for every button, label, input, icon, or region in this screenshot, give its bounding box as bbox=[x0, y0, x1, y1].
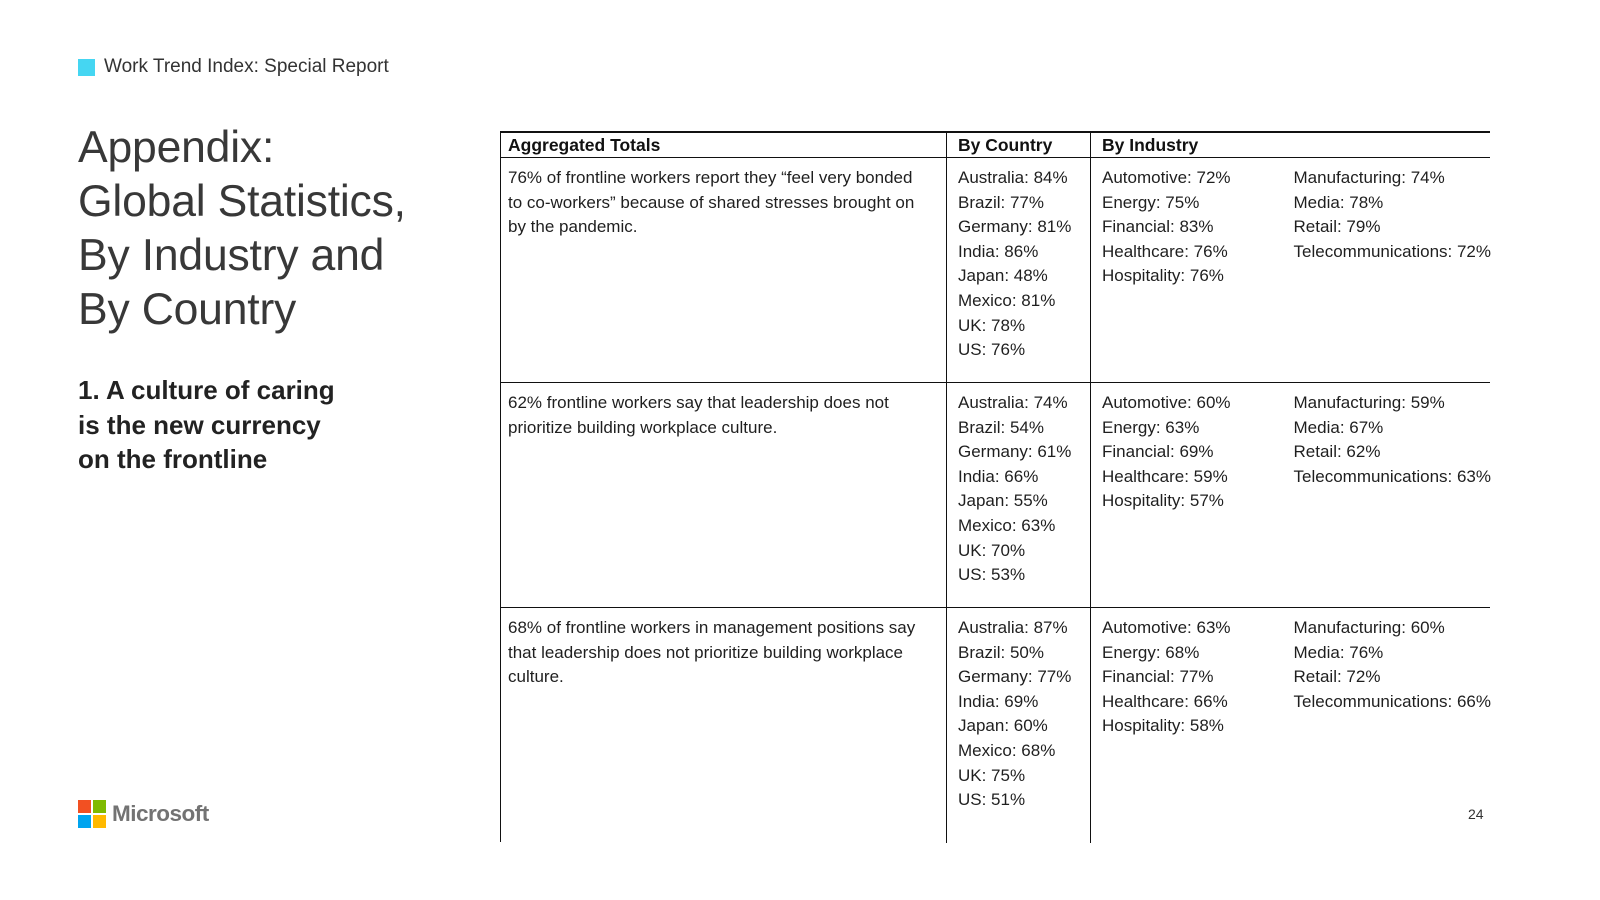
stat-line: Germany: 77% bbox=[958, 667, 1072, 687]
stat-line: Media: 67% bbox=[1293, 417, 1384, 437]
microsoft-logo-icon bbox=[78, 800, 106, 828]
aggregated-total-cell: 62% frontline workers say that leadershi… bbox=[501, 383, 947, 607]
table-row: 68% of frontline workers in management p… bbox=[501, 607, 1491, 843]
logo-square-green bbox=[93, 800, 106, 813]
stat-line: Retail: 79% bbox=[1293, 217, 1381, 237]
stat-line: Energy: 63% bbox=[1102, 417, 1200, 437]
stat-line: Hospitality: 76% bbox=[1102, 266, 1224, 286]
stat-line: Media: 76% bbox=[1293, 642, 1384, 662]
stat-line: US: 51% bbox=[958, 790, 1026, 810]
aggregated-total-text: 68% of frontline workers in management p… bbox=[508, 618, 916, 687]
stat-line: Telecommunications: 63% bbox=[1293, 466, 1491, 486]
stat-line: Australia: 74% bbox=[958, 393, 1068, 412]
stat-line: Germany: 81% bbox=[958, 217, 1072, 237]
stat-line: Hospitality: 58% bbox=[1102, 716, 1224, 736]
by-industry-cell: Automotive: 72% Energy: 75% Financial: 83%… bbox=[1091, 158, 1491, 382]
logo-square-red bbox=[78, 800, 91, 813]
col-header-by-industry: By Industry bbox=[1102, 134, 1199, 155]
by-industry-cell: Automotive: 60% Energy: 63% Financial: 69%… bbox=[1091, 383, 1491, 607]
stat-line: Hospitality: 57% bbox=[1102, 491, 1224, 511]
stat-line: Brazil: 50% bbox=[958, 642, 1044, 662]
stat-line: Automotive: 72% bbox=[1102, 168, 1231, 187]
table-row: 62% frontline workers say that leadershi… bbox=[501, 382, 1491, 607]
brand-square-icon bbox=[78, 58, 95, 76]
stat-line: Manufacturing: 74% bbox=[1293, 168, 1445, 187]
table-header-row: Aggregated Totals By Country By Industry bbox=[501, 133, 1490, 158]
stat-line: Energy: 75% bbox=[1102, 192, 1200, 212]
page-number: 24 bbox=[1468, 806, 1484, 822]
stat-line: UK: 78% bbox=[958, 315, 1026, 335]
stat-line: Energy: 68% bbox=[1102, 642, 1200, 662]
stat-line: Retail: 72% bbox=[1293, 667, 1381, 687]
stat-line: Automotive: 60% bbox=[1102, 393, 1231, 412]
report-brand: Work Trend Index: Special Report bbox=[78, 56, 389, 78]
stat-line: Japan: 55% bbox=[958, 491, 1048, 511]
stat-line: Japan: 60% bbox=[958, 716, 1048, 736]
logo-square-yellow bbox=[93, 815, 106, 828]
by-country-cell: Australia: 84% Brazil: 77% Germany: 81% Ind… bbox=[947, 158, 1091, 382]
stat-line: Financial: 83% bbox=[1102, 217, 1214, 237]
by-industry-col-1: Automotive: 60% Energy: 63% Financial: 69%… bbox=[1102, 391, 1294, 607]
brand-label: Work Trend Index: Special Report bbox=[104, 56, 389, 77]
page-subtitle: 1. A culture of caring is the new curren… bbox=[78, 375, 335, 474]
by-country-cell: Australia: 87% Brazil: 50% Germany: 77% Ind… bbox=[947, 608, 1091, 843]
table-row: 76% of frontline workers report they “fe… bbox=[501, 158, 1491, 382]
stat-line: US: 53% bbox=[958, 565, 1026, 585]
page-title: Appendix: Global Statistics, By Industry… bbox=[78, 123, 406, 334]
stat-line: Healthcare: 59% bbox=[1102, 466, 1228, 486]
aggregated-total-text: 62% frontline workers say that leadershi… bbox=[508, 393, 889, 437]
stat-line: Telecommunications: 72% bbox=[1293, 241, 1491, 261]
col-header-by-country: By Country bbox=[947, 133, 1091, 157]
stat-line: Telecommunications: 66% bbox=[1293, 691, 1491, 711]
stat-line: Financial: 77% bbox=[1102, 667, 1214, 687]
stat-line: Automotive: 63% bbox=[1102, 618, 1231, 637]
stat-line: Australia: 84% bbox=[958, 168, 1068, 187]
stat-line: India: 66% bbox=[958, 466, 1039, 486]
by-industry-col-2: Manufacturing: 59% Media: 67% Retail: 62% T… bbox=[1294, 391, 1491, 607]
stat-line: UK: 70% bbox=[958, 540, 1026, 560]
stat-line: India: 86% bbox=[958, 241, 1039, 261]
microsoft-wordmark: Microsoft bbox=[112, 801, 209, 826]
stat-line: Financial: 69% bbox=[1102, 442, 1214, 462]
stat-line: Brazil: 77% bbox=[958, 192, 1044, 212]
aggregated-total-cell: 68% of frontline workers in management p… bbox=[501, 608, 947, 843]
by-industry-cell: Automotive: 63% Energy: 68% Financial: 77%… bbox=[1091, 608, 1491, 843]
aggregated-total-cell: 76% of frontline workers report they “fe… bbox=[501, 158, 947, 382]
by-country-cell: Australia: 74% Brazil: 54% Germany: 61% Ind… bbox=[947, 383, 1091, 607]
by-industry-col-2: Manufacturing: 74% Media: 78% Retail: 79% T… bbox=[1294, 166, 1491, 382]
stat-line: Media: 78% bbox=[1293, 192, 1384, 212]
by-industry-col-2: Manufacturing: 60% Media: 76% Retail: 72% T… bbox=[1294, 616, 1491, 843]
stat-line: Healthcare: 66% bbox=[1102, 691, 1228, 711]
stat-line: Japan: 48% bbox=[958, 266, 1048, 286]
stat-line: US: 76% bbox=[958, 340, 1026, 360]
stat-line: Australia: 87% bbox=[958, 618, 1068, 637]
stat-line: Manufacturing: 59% bbox=[1293, 393, 1445, 412]
microsoft-logo: Microsoft bbox=[78, 800, 209, 828]
statistics-table: Aggregated Totals By Country By Industry… bbox=[500, 131, 1491, 843]
stat-line: Brazil: 54% bbox=[958, 417, 1044, 437]
by-industry-col-1: Automotive: 72% Energy: 75% Financial: 83%… bbox=[1102, 166, 1294, 382]
stat-line: UK: 75% bbox=[958, 765, 1026, 785]
stat-line: India: 69% bbox=[958, 691, 1039, 711]
logo-square-blue bbox=[78, 815, 91, 828]
stat-line: Manufacturing: 60% bbox=[1293, 618, 1445, 637]
col-header-aggregated-totals: Aggregated Totals bbox=[501, 133, 947, 157]
by-industry-col-1: Automotive: 63% Energy: 68% Financial: 77%… bbox=[1102, 616, 1294, 843]
stat-line: Retail: 62% bbox=[1293, 442, 1381, 462]
aggregated-total-text: 76% of frontline workers report they “fe… bbox=[508, 168, 915, 237]
stat-line: Mexico: 68% bbox=[958, 740, 1056, 760]
stat-line: Healthcare: 76% bbox=[1102, 241, 1228, 261]
stat-line: Mexico: 63% bbox=[958, 515, 1056, 535]
stat-line: Germany: 61% bbox=[958, 442, 1072, 462]
stat-line: Mexico: 81% bbox=[958, 290, 1056, 310]
